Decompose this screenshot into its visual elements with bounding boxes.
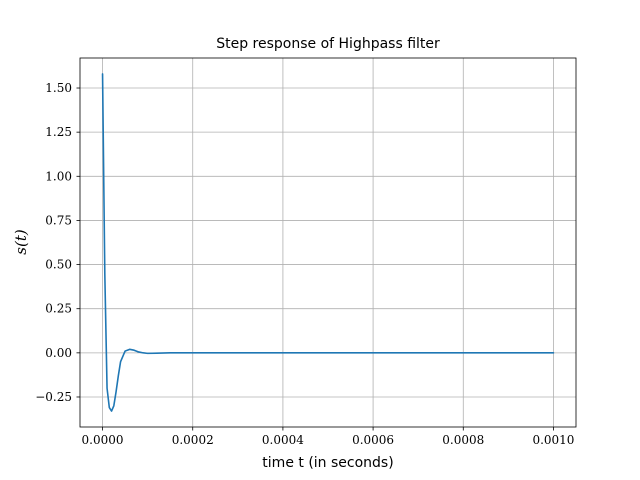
- y-axis-label: s(t): [12, 229, 30, 255]
- x-tick-label: 0.0006: [352, 433, 394, 447]
- chart-title: Step response of Highpass filter: [216, 36, 440, 52]
- y-tick-label: 1.00: [45, 169, 72, 183]
- x-tick-label: 0.0000: [82, 433, 124, 447]
- axis-ticks: 0.0000 0.0002 0.0004 0.0006 0.0008 0.0010 −0.2…: [35, 81, 574, 447]
- grid-lines: [80, 58, 576, 427]
- y-tick-label: −0.25: [35, 390, 72, 404]
- x-axis-label: time t (in seconds): [262, 455, 393, 471]
- step-response-line: [101, 73, 555, 412]
- y-tick-label: 0.75: [45, 213, 72, 227]
- y-tick-label: 1.50: [45, 81, 72, 95]
- plot-frame: [79, 57, 577, 428]
- x-tick-label: 0.0002: [172, 433, 214, 447]
- x-tick-label: 0.0004: [262, 433, 304, 447]
- x-tick-label: 0.0008: [442, 433, 484, 447]
- y-tick-label: 0.25: [45, 302, 72, 316]
- y-tick-label: 0.50: [45, 258, 72, 272]
- x-tick-label: 0.0010: [532, 433, 574, 447]
- y-tick-label: 1.25: [45, 125, 72, 139]
- y-tick-label: 0.00: [45, 346, 72, 360]
- data-series: [101, 73, 555, 412]
